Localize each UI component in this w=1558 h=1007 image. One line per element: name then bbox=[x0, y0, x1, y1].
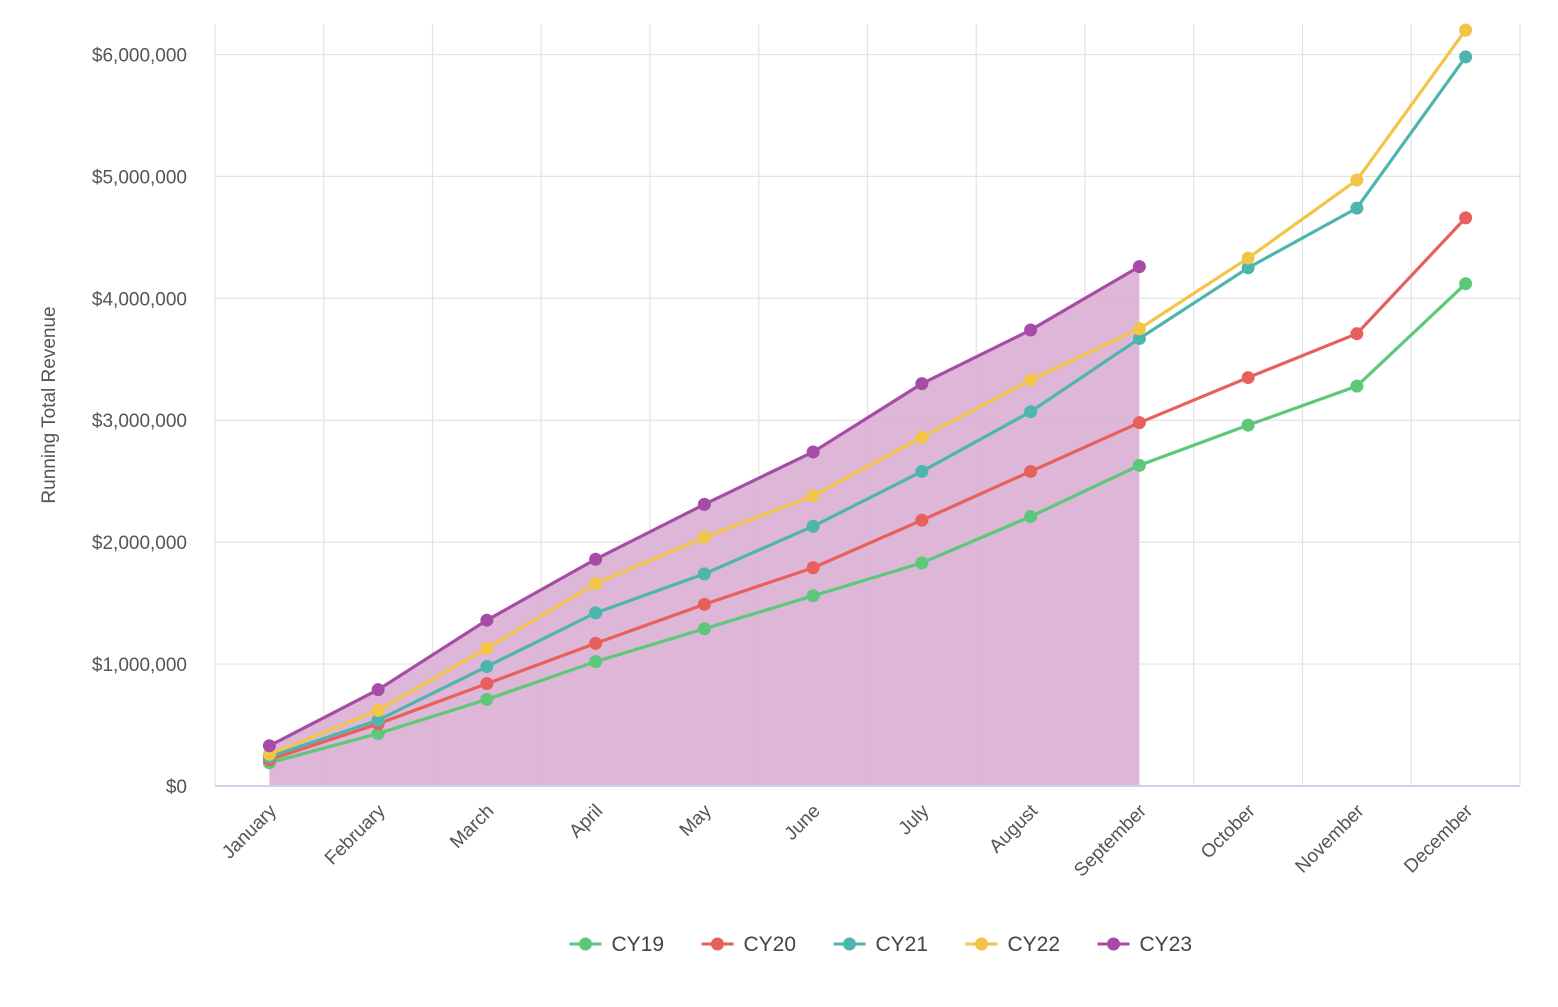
y-tick-label: $6,000,000 bbox=[92, 45, 187, 66]
point-cy23[interactable] bbox=[262, 739, 276, 753]
x-tick-label: October bbox=[1197, 800, 1260, 863]
point-cy20[interactable] bbox=[480, 677, 494, 691]
point-cy23[interactable] bbox=[589, 552, 603, 566]
area-cy23 bbox=[269, 266, 1140, 786]
y-tick-label: $0 bbox=[166, 777, 187, 798]
point-cy21[interactable] bbox=[1024, 405, 1038, 419]
point-cy23[interactable] bbox=[915, 377, 929, 391]
point-cy19[interactable] bbox=[1350, 379, 1364, 393]
point-cy22[interactable] bbox=[915, 430, 929, 444]
line-cy20 bbox=[268, 216, 1467, 762]
point-cy20[interactable] bbox=[589, 636, 603, 650]
x-tick-label: January bbox=[218, 800, 281, 863]
y-axis-title: Running Total Revenue bbox=[39, 306, 60, 503]
line-cy21 bbox=[268, 55, 1467, 759]
point-cy22[interactable] bbox=[1132, 322, 1146, 336]
point-cy21[interactable] bbox=[1241, 261, 1255, 275]
point-cy23[interactable] bbox=[371, 683, 385, 697]
legend-label: CY23 bbox=[1140, 933, 1193, 956]
point-cy23[interactable] bbox=[806, 445, 820, 459]
point-cy22[interactable] bbox=[697, 530, 711, 544]
x-tick-label: April bbox=[565, 801, 607, 843]
point-cy21[interactable] bbox=[1132, 332, 1146, 346]
legend-label: CY21 bbox=[876, 933, 929, 956]
point-cy23[interactable] bbox=[697, 497, 711, 511]
legend-swatch-marker bbox=[1107, 937, 1120, 951]
point-cy19[interactable] bbox=[1024, 510, 1038, 524]
point-cy22[interactable] bbox=[1350, 173, 1364, 187]
point-layer bbox=[262, 23, 1473, 770]
legend-item-cy20[interactable]: CY20 bbox=[701, 933, 797, 956]
point-cy21[interactable] bbox=[589, 606, 603, 620]
point-cy22[interactable] bbox=[480, 641, 494, 655]
y-tick-label: $4,000,000 bbox=[92, 289, 187, 310]
point-cy19[interactable] bbox=[371, 727, 385, 741]
y-tick-label: $5,000,000 bbox=[92, 167, 187, 188]
legend-label: CY20 bbox=[744, 933, 797, 956]
x-tick-label: February bbox=[321, 800, 390, 869]
legend-swatch-marker bbox=[579, 937, 592, 951]
point-cy19[interactable] bbox=[480, 692, 494, 706]
legend-item-cy22[interactable]: CY22 bbox=[965, 933, 1061, 956]
point-cy20[interactable] bbox=[1459, 211, 1473, 225]
x-tick-label: September bbox=[1070, 800, 1151, 881]
point-cy22[interactable] bbox=[1459, 23, 1473, 37]
point-cy20[interactable] bbox=[1350, 327, 1364, 341]
legend-swatch-marker bbox=[843, 937, 856, 951]
point-cy21[interactable] bbox=[1350, 201, 1364, 215]
legend: CY19 CY20 CY21 CY22 CY23 bbox=[569, 933, 1193, 956]
point-cy19[interactable] bbox=[915, 556, 929, 570]
x-tick-label: July bbox=[895, 800, 934, 839]
y-tick-label: $3,000,000 bbox=[92, 411, 187, 432]
point-cy21[interactable] bbox=[915, 464, 929, 478]
point-cy22[interactable] bbox=[371, 703, 385, 717]
point-cy20[interactable] bbox=[1132, 416, 1146, 430]
x-tick-label: August bbox=[985, 800, 1042, 857]
point-cy20[interactable] bbox=[915, 513, 929, 527]
point-cy21[interactable] bbox=[697, 567, 711, 581]
point-cy21[interactable] bbox=[480, 660, 494, 674]
x-tick-label: November bbox=[1292, 800, 1369, 877]
x-tick-label: December bbox=[1400, 800, 1477, 877]
line-cy19 bbox=[268, 282, 1467, 765]
area-layer bbox=[269, 266, 1140, 786]
y-tick-label: $2,000,000 bbox=[92, 533, 187, 554]
x-tick-label: March bbox=[446, 801, 498, 853]
point-cy22[interactable] bbox=[1024, 373, 1038, 387]
point-cy19[interactable] bbox=[1132, 458, 1146, 472]
point-cy19[interactable] bbox=[1241, 418, 1255, 432]
point-cy19[interactable] bbox=[1459, 277, 1473, 291]
legend-item-cy23[interactable]: CY23 bbox=[1097, 933, 1193, 956]
line-cy22 bbox=[268, 29, 1467, 756]
y-tick-label: $1,000,000 bbox=[92, 655, 187, 676]
x-tick-label: May bbox=[676, 800, 717, 841]
point-cy19[interactable] bbox=[697, 622, 711, 636]
legend-label: CY22 bbox=[1008, 933, 1061, 956]
point-cy21[interactable] bbox=[371, 713, 385, 727]
point-cy19[interactable] bbox=[806, 589, 820, 603]
point-cy20[interactable] bbox=[697, 597, 711, 611]
legend-label: CY19 bbox=[612, 933, 665, 956]
legend-swatch-marker bbox=[711, 937, 724, 951]
legend-item-cy19[interactable]: CY19 bbox=[569, 933, 665, 956]
point-cy23[interactable] bbox=[480, 613, 494, 627]
point-cy23[interactable] bbox=[1132, 260, 1146, 274]
point-cy22[interactable] bbox=[1241, 251, 1255, 265]
point-cy23[interactable] bbox=[1024, 323, 1038, 337]
point-cy20[interactable] bbox=[1241, 371, 1255, 385]
legend-item-cy21[interactable]: CY21 bbox=[833, 933, 929, 956]
line-layer bbox=[268, 29, 1467, 765]
point-cy20[interactable] bbox=[806, 561, 820, 575]
point-cy19[interactable] bbox=[589, 655, 603, 669]
legend-swatch-marker bbox=[975, 937, 988, 951]
point-cy20[interactable] bbox=[1024, 464, 1038, 478]
point-cy22[interactable] bbox=[806, 489, 820, 503]
x-tick-label: June bbox=[781, 801, 825, 845]
point-cy21[interactable] bbox=[806, 519, 820, 533]
point-cy22[interactable] bbox=[589, 577, 603, 591]
point-cy21[interactable] bbox=[1459, 50, 1473, 64]
